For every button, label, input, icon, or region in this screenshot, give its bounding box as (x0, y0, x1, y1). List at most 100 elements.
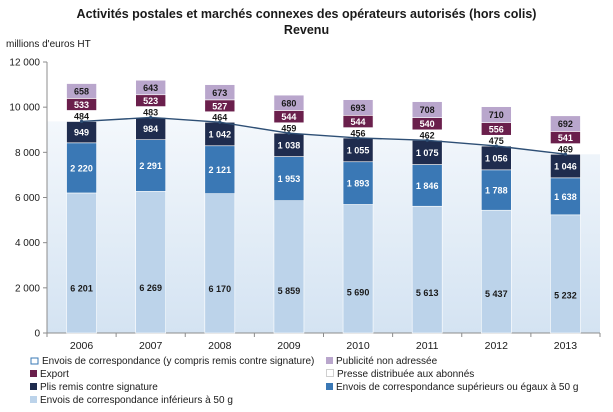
data-label: 533 (74, 100, 89, 110)
data-label: 544 (281, 112, 296, 122)
bar-segment (273, 156, 305, 201)
legend-item: Envois de correspondance supérieurs ou é… (326, 382, 578, 394)
data-label: 710 (489, 110, 504, 120)
x-tick-label: 2006 (70, 340, 94, 352)
bar-segment (273, 200, 305, 334)
line-series-point (425, 138, 429, 142)
legend-swatch (326, 369, 334, 377)
line-series (81, 116, 566, 155)
data-label: 1 893 (347, 179, 370, 189)
bar-segment (273, 94, 305, 111)
y-axis-label: millions d'euros HT (6, 39, 91, 50)
legend-label: Export (40, 369, 69, 380)
data-label: 483 (143, 108, 158, 118)
legend-swatch (326, 357, 333, 364)
legend-label: Plis remis contre signature (40, 382, 158, 393)
bar-segment (342, 161, 374, 205)
data-label: 1 846 (416, 181, 439, 191)
data-label: 1 055 (347, 145, 370, 155)
bar-segment (411, 101, 443, 118)
data-label: 673 (212, 88, 227, 98)
data-label: 556 (489, 124, 504, 134)
data-label: 5 859 (278, 286, 301, 296)
data-label: 462 (420, 131, 435, 141)
line-series-area (47, 117, 600, 334)
legend-label: Presse distribuée aux abonnés (337, 369, 475, 380)
x-tick-label: 2011 (416, 340, 439, 352)
legend-swatch (30, 396, 37, 403)
legend-item: Envois de correspondance inférieurs à 50… (30, 395, 233, 407)
bar-segment (204, 193, 236, 334)
line-series-point (218, 120, 222, 124)
y-tick-label: 10 000 (9, 103, 40, 114)
bar-segment (204, 84, 236, 101)
bar-segment (481, 169, 512, 211)
y-tick-label: 2 000 (15, 283, 40, 294)
data-label: 658 (74, 86, 89, 96)
line-series-point (149, 115, 153, 120)
data-label: 540 (420, 119, 435, 129)
data-label: 459 (281, 123, 296, 133)
x-tick-label: 2008 (208, 340, 232, 352)
data-label: 1 638 (554, 192, 577, 202)
legend-label: Envois de correspondance supérieurs ou é… (336, 382, 579, 393)
data-label: 1 075 (416, 148, 439, 158)
data-label: 456 (351, 128, 366, 138)
x-tick-label: 2007 (139, 340, 163, 352)
data-label: 1 046 (554, 162, 577, 172)
legend-swatch (30, 383, 37, 390)
legend-item: Envois de correspondance (y compris remi… (30, 356, 314, 368)
data-label: 464 (212, 112, 227, 122)
x-tick-label: 2013 (554, 340, 578, 352)
data-label: 527 (212, 101, 227, 111)
data-label: 1 953 (278, 174, 301, 184)
y-tick-label: 4 000 (15, 238, 40, 249)
line-series-point (79, 119, 84, 123)
data-label: 708 (420, 105, 435, 115)
legend-item: Presse distribuée aux abonnés (326, 369, 474, 381)
bar-segment (342, 99, 374, 116)
legend-item: Publicité non adressée (326, 356, 437, 368)
bar-segment (66, 142, 97, 194)
data-label: 1 042 (209, 129, 232, 139)
data-label: 692 (558, 119, 573, 129)
line-series-point (494, 144, 498, 148)
legend-swatch (326, 383, 333, 390)
data-label: 984 (143, 124, 158, 134)
data-label: 475 (489, 136, 504, 146)
data-label: 2 121 (209, 165, 232, 175)
data-label: 5 613 (416, 288, 439, 298)
line-series-point (563, 152, 568, 156)
y-tick-label: 8 000 (15, 148, 40, 159)
data-label: 541 (558, 133, 573, 143)
data-label: 5 437 (485, 289, 508, 299)
bar-segment (135, 139, 166, 192)
bar-segment (135, 79, 166, 96)
bar-segment (550, 115, 581, 132)
chart-legend: Envois de correspondance (y compris remi… (30, 354, 610, 410)
bar-segment (342, 204, 374, 334)
chart-plot: 0 2 000 4 000 6 000 8 000 10 000 12 000 6 201 2… (9, 58, 601, 352)
data-label: 5 232 (554, 291, 577, 301)
legend-label: Envois de correspondance inférieurs à 50… (40, 395, 233, 406)
legend-swatch (30, 370, 37, 377)
legend-item: Plis remis contre signature (30, 382, 158, 394)
line-series-point (356, 136, 360, 140)
data-label: 469 (558, 144, 573, 154)
line-series-point (287, 131, 291, 135)
bar-segment (411, 164, 443, 207)
bar-segment (204, 145, 236, 194)
data-label: 6 269 (139, 283, 162, 293)
chart-subtitle: Revenu (283, 23, 330, 37)
bar-segment (66, 83, 97, 99)
data-label: 5 690 (347, 287, 370, 297)
bar-segment (135, 191, 166, 334)
bar-segment (550, 214, 581, 334)
legend-label: Envois de correspondance (y compris remi… (42, 356, 315, 367)
data-label: 6 170 (209, 284, 232, 294)
data-label: 544 (351, 117, 366, 127)
y-tick-label: 6 000 (15, 193, 40, 204)
data-label: 523 (143, 96, 158, 106)
x-tick-label: 2009 (277, 340, 301, 352)
data-label: 1 788 (485, 186, 508, 196)
